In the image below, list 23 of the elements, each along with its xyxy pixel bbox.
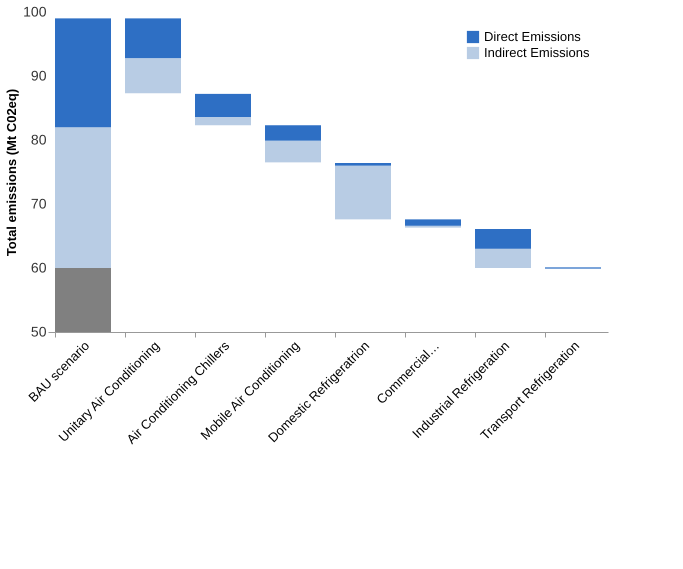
bar [125,58,181,94]
y-axis-title: Total emissions (Mt C02eq) [4,88,20,256]
bar [55,18,111,128]
bar [475,228,531,249]
bar [265,125,321,141]
y-tick-label: 100 [23,4,47,20]
y-tick-label: 90 [30,68,47,84]
bar [405,219,461,226]
bar [195,94,251,117]
bar [265,140,321,162]
bar [55,268,111,332]
y-tick-label: 50 [30,324,47,340]
legend-label: Direct Emissions [484,29,582,44]
bar [335,163,391,166]
bar [335,166,391,220]
bar [475,248,531,268]
y-tick-label: 80 [30,132,47,148]
legend-label: Indirect Emissions [484,45,590,60]
bar [195,116,251,126]
bar [55,127,111,268]
y-tick-label: 70 [30,196,47,212]
bar [125,18,181,58]
y-tick-label: 60 [30,260,47,276]
